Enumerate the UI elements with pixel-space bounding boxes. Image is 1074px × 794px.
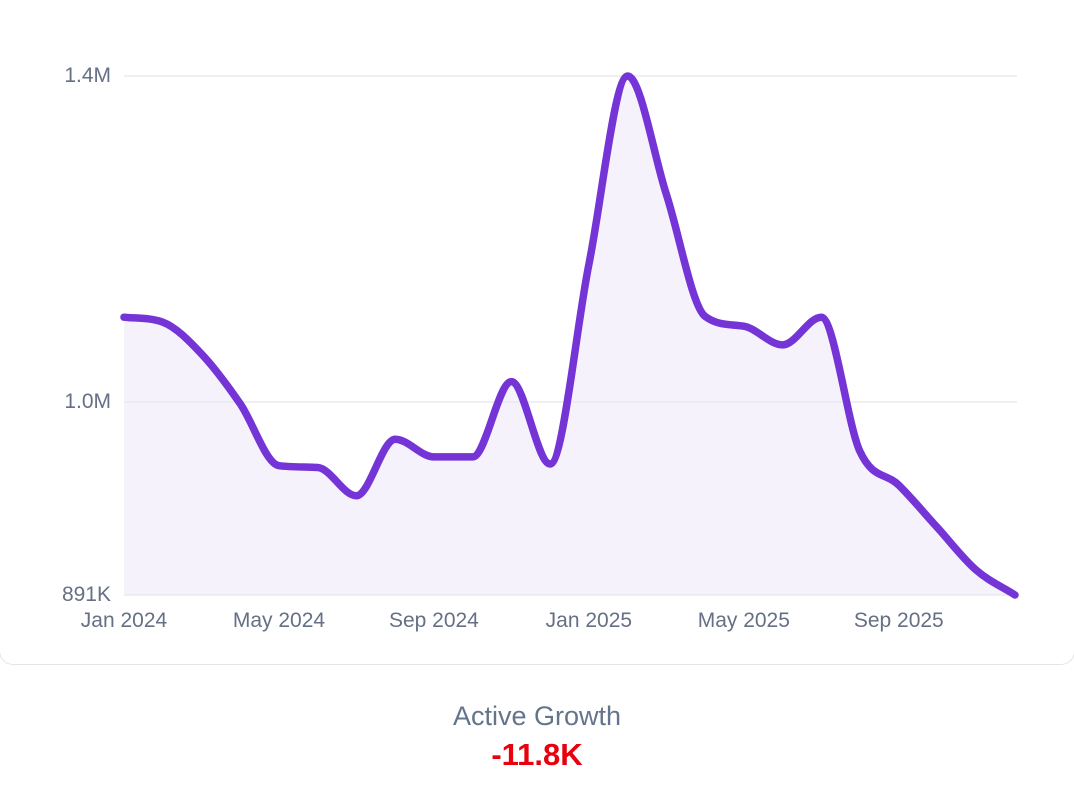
chart-footer: Active Growth -11.8K bbox=[0, 701, 1074, 772]
footer-label: Active Growth bbox=[452, 701, 622, 731]
x-tick-label: Sep 2024 bbox=[388, 609, 479, 632]
active-users-area-chart[interactable] bbox=[1, 14, 1074, 654]
x-tick-label: Sep 2025 bbox=[853, 609, 944, 632]
y-tick-label: 1.4M bbox=[64, 64, 111, 87]
chart-area: 1.4M 1.0M 891K Jan 2024 May 2024 Sep 2024 Jan… bbox=[1, 14, 1074, 654]
x-tick-label: May 2024 bbox=[232, 609, 326, 632]
x-tick-label: Jan 2024 bbox=[80, 609, 168, 632]
y-tick-label: 1.0M bbox=[64, 390, 111, 413]
trend-line bbox=[120, 72, 1019, 599]
footer-value: -11.8K bbox=[491, 737, 583, 772]
area-fill bbox=[124, 76, 1015, 595]
x-tick-label: May 2025 bbox=[697, 609, 790, 632]
x-tick-label: Jan 2025 bbox=[545, 609, 633, 632]
y-tick-label: 891K bbox=[61, 583, 111, 606]
